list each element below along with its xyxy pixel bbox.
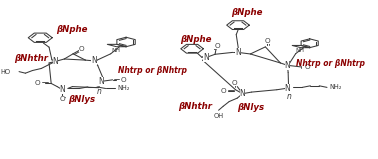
Text: N: N: [285, 61, 290, 70]
Text: n: n: [97, 87, 102, 96]
Text: OH: OH: [214, 113, 224, 119]
Text: N: N: [98, 77, 104, 86]
Text: O: O: [34, 80, 40, 86]
Text: N: N: [60, 85, 65, 94]
Text: βNphe: βNphe: [231, 8, 262, 17]
Text: Nhtrp or βNhtrp: Nhtrp or βNhtrp: [296, 59, 365, 68]
Text: O: O: [265, 38, 271, 44]
Text: N: N: [203, 53, 209, 62]
Text: N: N: [53, 57, 58, 66]
Text: N: N: [285, 84, 290, 93]
Text: NH₂: NH₂: [118, 86, 130, 91]
Text: O: O: [232, 80, 238, 86]
Text: O: O: [60, 96, 65, 102]
Text: βNlys: βNlys: [237, 103, 264, 112]
Text: NH: NH: [295, 48, 304, 53]
Text: βNhthr: βNhthr: [178, 102, 212, 111]
Text: O: O: [305, 64, 311, 70]
Text: n: n: [287, 92, 292, 100]
Text: N: N: [235, 48, 241, 57]
Text: O: O: [220, 88, 226, 94]
Text: NH: NH: [111, 48, 120, 53]
Text: NH₂: NH₂: [330, 84, 342, 90]
Text: O: O: [79, 46, 85, 52]
Text: HO: HO: [0, 69, 10, 75]
Text: N: N: [91, 56, 97, 65]
Text: O: O: [215, 43, 221, 49]
Text: βNphe: βNphe: [56, 24, 88, 34]
Text: Nhtrp or βNhtrp: Nhtrp or βNhtrp: [118, 66, 187, 75]
Text: O: O: [121, 77, 126, 83]
Text: βNphe: βNphe: [180, 35, 211, 44]
Text: βNlys: βNlys: [68, 95, 96, 104]
Text: βNhthr: βNhthr: [14, 54, 48, 63]
Text: N: N: [240, 89, 245, 98]
